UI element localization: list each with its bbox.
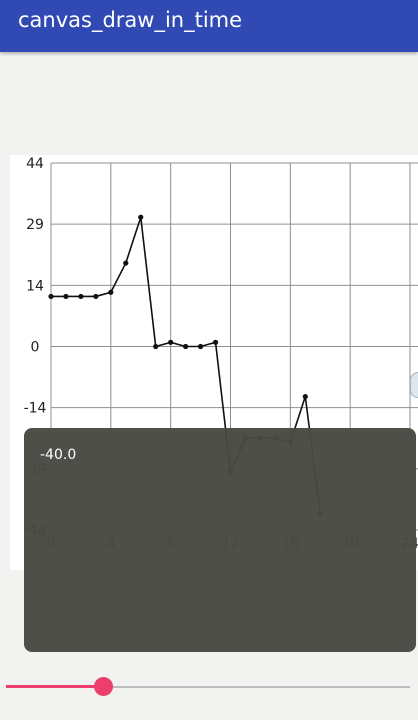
y-tick-label: 44 <box>26 156 44 172</box>
data-point <box>302 393 308 400</box>
y-tick-label: 0 <box>31 340 40 356</box>
data-point <box>197 343 204 350</box>
data-point <box>108 289 114 295</box>
value-slider[interactable] <box>0 672 418 702</box>
data-point <box>63 293 69 300</box>
slider-track-active <box>6 685 103 688</box>
y-tick-label: -14 <box>24 401 47 417</box>
data-point <box>48 293 54 300</box>
toast-popup: -40.0 <box>24 428 416 652</box>
slider-thumb[interactable] <box>93 677 113 696</box>
data-point <box>93 293 99 300</box>
y-tick-label: 14 <box>26 278 44 294</box>
data-point <box>123 260 129 266</box>
data-point <box>78 293 84 300</box>
data-point <box>183 343 189 350</box>
data-point <box>212 339 219 345</box>
toast-text: -40.0 <box>40 447 77 463</box>
app-title: canvas_draw_in_time <box>18 8 243 32</box>
data-point <box>168 339 174 345</box>
y-tick-label: 29 <box>26 217 44 233</box>
app-bar: canvas_draw_in_time <box>0 0 418 52</box>
data-point <box>153 343 159 350</box>
data-point <box>138 214 144 220</box>
edge-handle[interactable] <box>410 372 418 398</box>
slider-track[interactable] <box>6 686 410 688</box>
